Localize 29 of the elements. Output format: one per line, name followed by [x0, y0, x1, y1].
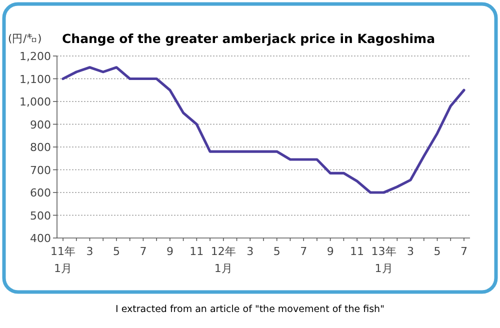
x-tick-label: 12年 1月 [210, 245, 236, 275]
x-tick-label: 5 [273, 245, 280, 258]
x-tick-label: 3 [86, 245, 94, 258]
x-tick-label: 3 [246, 245, 254, 258]
x-tick-label: 9 [166, 245, 174, 258]
y-tick-label: 500 [30, 209, 51, 222]
y-tick-label: 1,100 [20, 72, 51, 86]
x-tick-label: 11 [190, 245, 204, 258]
y-tick-label: 1,000 [20, 96, 51, 108]
y-tick-label: 1,200 [20, 50, 51, 63]
y-axis-title: (円/㌔) [8, 33, 42, 45]
text: I extracted from an article of "the movement of the fish" [116, 304, 384, 315]
y-tick-label: 800 [30, 141, 51, 154]
x-tick-label: 11年 1月 [50, 245, 76, 275]
x-tick-label: 13年 1月 [371, 245, 396, 275]
x-tick-label: 5 [434, 245, 441, 258]
chart-title: Change of the greater amberjack price in Kagoshima [62, 31, 436, 46]
x-tick-label: 7 [460, 245, 468, 258]
line-series [62, 66, 466, 194]
x-tick-label: 3 [407, 245, 414, 258]
y-tick-label: 900 [30, 118, 51, 132]
x-tick-label: 5 [112, 245, 120, 258]
x-tick-label: 7 [140, 245, 147, 258]
x-tick-label: 11 [350, 245, 364, 258]
x-tick-label: 9 [326, 245, 334, 258]
y-tick-label: 400 [30, 232, 51, 245]
y-tick-label: 700 [30, 164, 51, 177]
x-tick-label: 7 [300, 245, 308, 258]
y-tick-label: 600 [30, 186, 51, 200]
